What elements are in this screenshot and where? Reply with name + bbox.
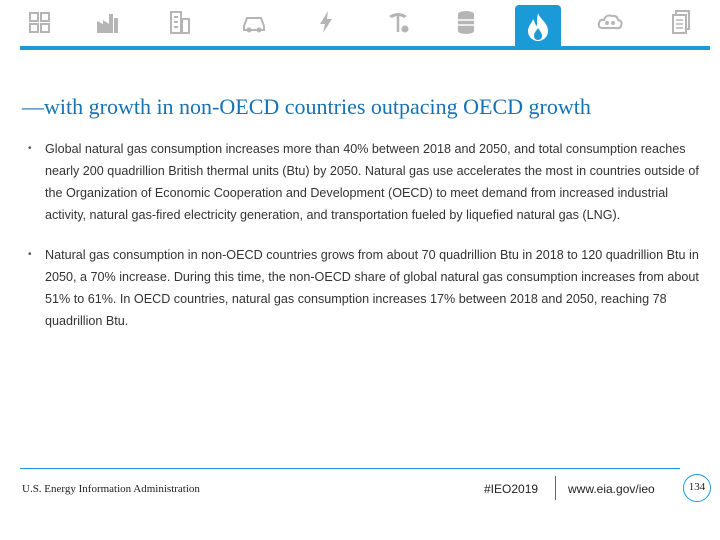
electricity-icon[interactable] [312, 8, 340, 36]
bullet-list: • Global natural gas consumption increas… [20, 138, 700, 350]
bullet-text: Natural gas consumption in non-OECD coun… [45, 248, 699, 328]
topic-icon-bar [20, 8, 710, 48]
agency-name: U.S. Energy Information Administration [22, 483, 200, 495]
industrial-icon[interactable] [94, 8, 122, 36]
page-number: 134 [683, 474, 711, 502]
header-rule [20, 46, 710, 50]
document-icon[interactable] [668, 8, 696, 36]
hashtag[interactable]: #IEO2019 [484, 482, 539, 496]
bullet-item: • Global natural gas consumption increas… [20, 138, 700, 226]
natural-gas-tab[interactable] [515, 5, 561, 50]
bullet-marker: • [28, 143, 32, 154]
website-link[interactable]: www.eia.gov/ieo [568, 482, 655, 496]
footer-divider [555, 476, 556, 500]
natural-gas-icon [528, 13, 548, 41]
transportation-icon[interactable] [240, 8, 268, 36]
footer-rule [20, 468, 680, 469]
coal-icon[interactable] [384, 8, 412, 36]
overview-icon[interactable] [26, 8, 54, 36]
petroleum-icon[interactable] [452, 8, 480, 36]
buildings-icon[interactable] [166, 8, 194, 36]
bullet-marker: • [28, 249, 32, 260]
slide-headline: —with growth in non-OECD countries outpa… [22, 94, 591, 119]
bullet-text: Global natural gas consumption increases… [45, 142, 699, 222]
bullet-item: • Natural gas consumption in non-OECD co… [20, 244, 700, 332]
emissions-icon[interactable] [596, 8, 624, 36]
